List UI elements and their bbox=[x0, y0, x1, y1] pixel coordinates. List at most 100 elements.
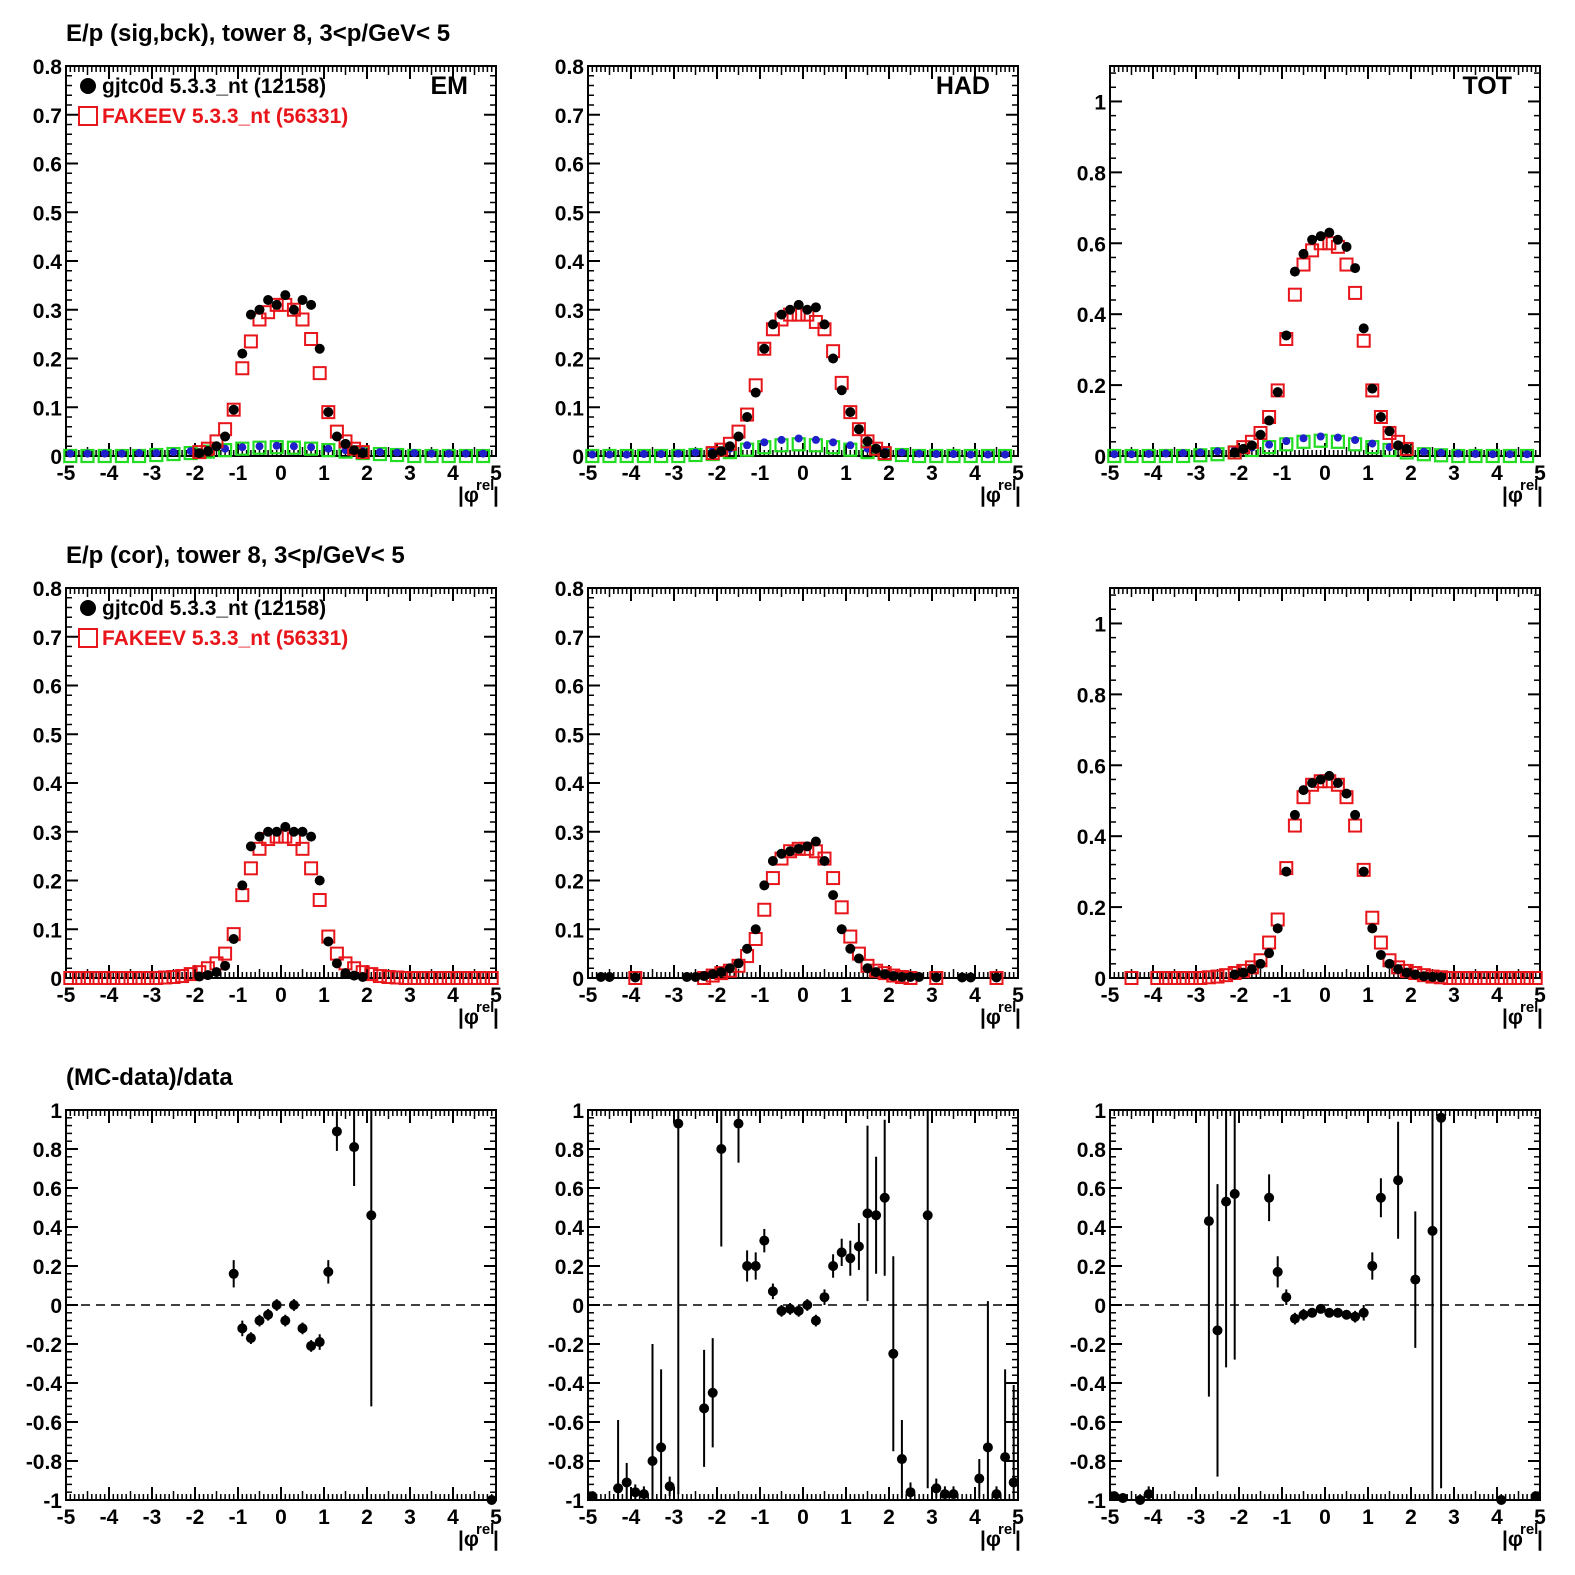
data-point bbox=[306, 831, 317, 842]
mc-point bbox=[235, 361, 250, 376]
bck-data-point bbox=[324, 444, 333, 453]
data-point bbox=[1229, 447, 1240, 458]
x-axis-title: |φ bbox=[458, 1528, 479, 1551]
x-axis-title-end: | bbox=[1015, 484, 1021, 507]
data-point bbox=[194, 448, 205, 459]
y-tick-label: -0.2 bbox=[26, 1334, 62, 1357]
x-tick-label: -4 bbox=[1144, 984, 1163, 1007]
ratio-point bbox=[759, 1235, 770, 1246]
mc-point bbox=[628, 971, 643, 985]
mc-point bbox=[1296, 257, 1311, 272]
y-tick-label: 0 bbox=[1094, 446, 1106, 469]
data-point bbox=[271, 826, 282, 837]
data-point bbox=[1315, 231, 1326, 242]
x-tick-label: -5 bbox=[579, 984, 598, 1007]
data-point bbox=[280, 821, 291, 832]
data-point bbox=[1315, 774, 1326, 785]
x-tick-label: -2 bbox=[708, 1506, 727, 1529]
data-point bbox=[733, 958, 744, 969]
bck-mc-point bbox=[636, 448, 652, 464]
data-point bbox=[314, 343, 325, 354]
bck-mc-point bbox=[269, 440, 284, 455]
ratio-point bbox=[1315, 1303, 1326, 1314]
x-tick-label: -3 bbox=[1187, 462, 1206, 485]
mc-point bbox=[97, 971, 112, 985]
y-tick-label: 0.5 bbox=[33, 724, 63, 747]
y-tick-label: 0.8 bbox=[1077, 1139, 1107, 1162]
y-tick-label: 0.2 bbox=[1077, 375, 1106, 398]
data-point bbox=[1341, 788, 1352, 799]
mc-point bbox=[476, 971, 491, 985]
x-tick-label: -5 bbox=[1101, 1506, 1120, 1529]
ratio-point bbox=[638, 1489, 649, 1500]
data-point bbox=[254, 304, 265, 315]
mc-point bbox=[1287, 818, 1302, 833]
ratio-point bbox=[254, 1315, 265, 1326]
data-point bbox=[237, 348, 248, 359]
x-tick-label: 3 bbox=[404, 462, 416, 485]
y-tick-label: 0.4 bbox=[1077, 304, 1107, 327]
bck-data-point bbox=[846, 441, 855, 450]
x-tick-label: 0 bbox=[1319, 1506, 1331, 1529]
y-tick-label: -0.2 bbox=[1070, 1334, 1106, 1357]
x-axis-title: |φ bbox=[458, 484, 479, 507]
bck-data-point bbox=[1110, 450, 1119, 459]
x-axis-title-sup: rel bbox=[998, 477, 1016, 494]
x-tick-label: 2 bbox=[1405, 462, 1417, 485]
legend-mc-label: FAKEEV 5.3.3_nt (56331) bbox=[102, 627, 348, 650]
ratio-point bbox=[1410, 1274, 1421, 1285]
bck-mc-point bbox=[321, 443, 336, 458]
x-tick-label: -2 bbox=[1230, 984, 1249, 1007]
mc-point bbox=[304, 332, 319, 346]
data-point bbox=[237, 880, 248, 891]
data-point bbox=[1264, 415, 1275, 426]
mc-point bbox=[1348, 285, 1363, 300]
bck-data-point bbox=[1505, 450, 1514, 459]
mc-point bbox=[1124, 971, 1139, 985]
x-tick-label: 5 bbox=[1012, 984, 1024, 1007]
y-tick-label: 0 bbox=[50, 1295, 62, 1318]
y-tick-label: 0.5 bbox=[33, 202, 63, 225]
x-tick-label: 4 bbox=[969, 1506, 981, 1529]
data-point bbox=[220, 960, 231, 971]
ratio-point bbox=[828, 1261, 839, 1271]
data-point bbox=[819, 319, 830, 330]
x-tick-label: -3 bbox=[665, 462, 684, 485]
data-point bbox=[836, 924, 847, 935]
bck-data-point bbox=[1179, 449, 1188, 458]
data-point bbox=[331, 431, 342, 442]
data-point bbox=[853, 953, 864, 964]
y-tick-label: 0.1 bbox=[33, 397, 63, 420]
ratio-point bbox=[280, 1315, 291, 1326]
y-tick-label: 0.4 bbox=[33, 773, 63, 796]
bck-data-point bbox=[1282, 437, 1291, 446]
legend-data-label: gjtc0d 5.3.3_nt (12158) bbox=[102, 75, 326, 98]
ratio-point bbox=[1221, 1196, 1232, 1207]
mc-point bbox=[149, 971, 164, 985]
data-point bbox=[914, 972, 925, 983]
x-tick-label: 1 bbox=[840, 1506, 852, 1529]
mc-point bbox=[860, 434, 875, 449]
x-axis-title-end: | bbox=[493, 484, 499, 507]
x-axis-title-sup: rel bbox=[1520, 999, 1538, 1016]
ratio-point bbox=[776, 1305, 787, 1316]
mc-point bbox=[1158, 971, 1173, 985]
x-tick-label: 5 bbox=[490, 984, 502, 1007]
bck-mc-point bbox=[997, 448, 1013, 464]
x-tick-label: 2 bbox=[361, 462, 373, 485]
data-point bbox=[331, 958, 342, 969]
bck-mc-point bbox=[1485, 448, 1500, 464]
ratio-point bbox=[1117, 1493, 1128, 1504]
bck-data-point bbox=[1316, 432, 1325, 441]
y-tick-label: 0.7 bbox=[33, 627, 62, 650]
mc-point bbox=[877, 446, 892, 461]
x-axis-title: |φ bbox=[980, 1528, 1001, 1551]
data-point bbox=[211, 441, 222, 452]
x-tick-label: -1 bbox=[1273, 984, 1292, 1007]
ratio-point bbox=[982, 1442, 993, 1453]
x-axis-title-end: | bbox=[493, 1528, 499, 1551]
data-point bbox=[810, 302, 821, 313]
bck-mc-point bbox=[304, 441, 319, 456]
y-tick-label: -0.4 bbox=[1070, 1373, 1107, 1396]
x-tick-label: 2 bbox=[883, 1506, 895, 1529]
